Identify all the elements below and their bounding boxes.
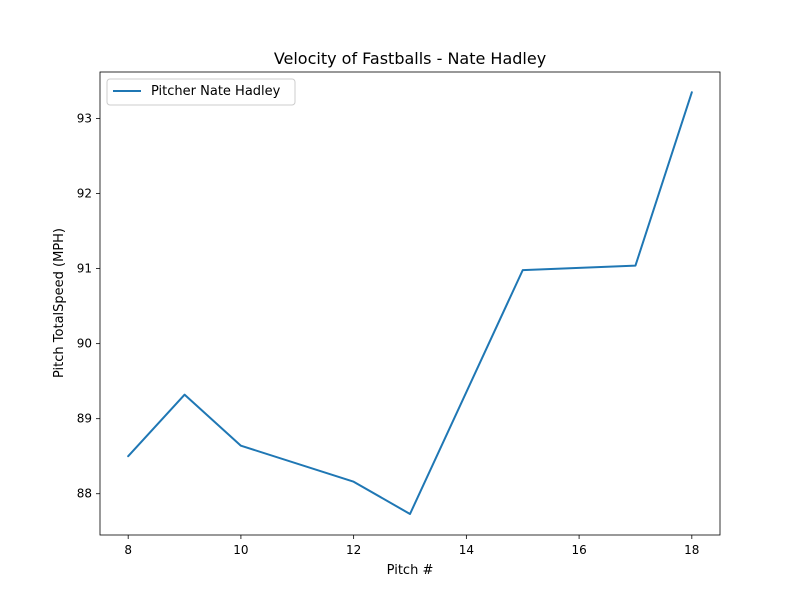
x-tick-label: 8 bbox=[124, 543, 132, 557]
x-tick-label: 16 bbox=[571, 543, 586, 557]
y-tick-label: 93 bbox=[77, 112, 92, 126]
chart-title: Velocity of Fastballs - Nate Hadley bbox=[274, 49, 546, 68]
plot-area bbox=[99, 71, 721, 536]
plot-frame bbox=[99, 71, 721, 536]
x-tick-label: 12 bbox=[346, 543, 361, 557]
y-axis-ticks: 88 89 90 91 92 93 bbox=[77, 112, 100, 501]
y-tick-label: 91 bbox=[77, 262, 92, 276]
x-tick-label: 10 bbox=[233, 543, 248, 557]
series-layer bbox=[127, 91, 693, 515]
legend-box bbox=[106, 78, 296, 106]
y-tick-label: 89 bbox=[77, 412, 92, 426]
legend-label: Pitcher Nate Hadley bbox=[151, 84, 281, 99]
y-tick-label: 90 bbox=[77, 337, 92, 351]
x-tick-label: 18 bbox=[684, 543, 699, 557]
x-tick-label: 14 bbox=[459, 543, 474, 557]
y-axis-label: Pitch TotalSpeed (MPH) bbox=[52, 228, 67, 378]
x-axis-label: Pitch # bbox=[387, 563, 434, 578]
series-line bbox=[127, 91, 693, 515]
y-tick-label: 92 bbox=[77, 187, 92, 201]
y-tick-label: 88 bbox=[77, 487, 92, 501]
legend: Pitcher Nate Hadley bbox=[106, 78, 296, 106]
x-axis-ticks: 8 10 12 14 16 18 bbox=[124, 535, 699, 557]
